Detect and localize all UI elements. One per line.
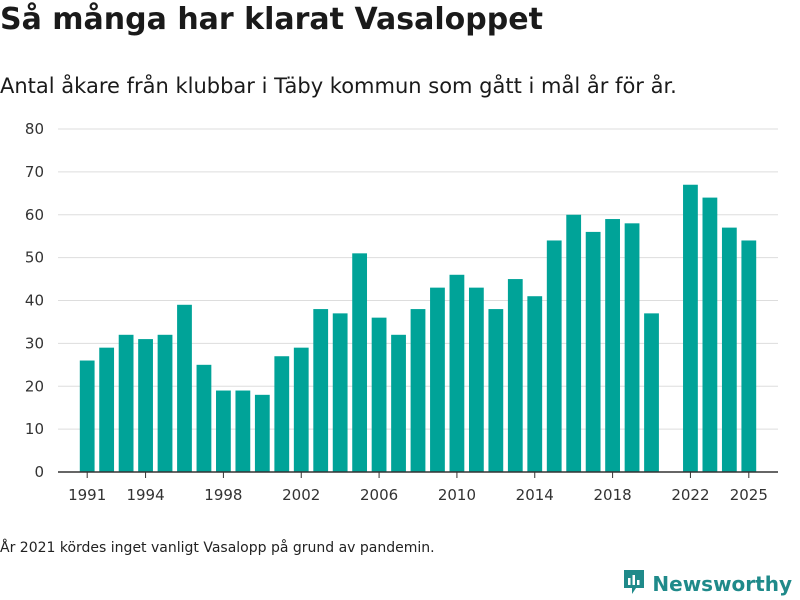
x-tick-label: 2010	[438, 486, 476, 504]
bar-2002	[293, 347, 309, 472]
bar-2011	[468, 287, 484, 472]
x-tick-label: 1994	[126, 486, 164, 504]
bar-2014	[527, 296, 543, 472]
y-tick-label: 40	[25, 292, 44, 310]
y-tick-label: 60	[25, 206, 44, 224]
bar-2001	[274, 356, 290, 472]
x-tick-label: 1991	[68, 486, 106, 504]
bar-2022	[683, 184, 698, 473]
x-tick-label: 1998	[204, 486, 242, 504]
bar-2024	[721, 227, 737, 472]
y-tick-label: 0	[34, 463, 44, 481]
bar-1998	[216, 390, 231, 472]
bar-2005	[352, 253, 368, 472]
bar-2013	[507, 279, 523, 472]
y-tick-label: 50	[25, 249, 44, 267]
y-axis-ticks: 0 10 20 30 40 50 60 70 80	[25, 120, 44, 481]
bar-1991	[79, 360, 95, 472]
bar-2007	[391, 334, 406, 472]
y-tick-label: 10	[25, 420, 44, 438]
bar-1993	[118, 334, 134, 472]
bar-1994	[138, 339, 153, 472]
x-tick-label: 2002	[282, 486, 320, 504]
y-tick-label: 30	[25, 334, 44, 352]
bar-1999	[235, 390, 251, 472]
y-tick-label: 80	[25, 120, 44, 138]
bar-1997	[196, 364, 212, 472]
bar-2003	[313, 309, 329, 472]
bar-2012	[488, 309, 504, 472]
x-tick-label: 2018	[594, 486, 632, 504]
bar-2010	[449, 274, 465, 472]
y-tick-label: 20	[25, 377, 44, 395]
brand: Newsworthy	[622, 568, 792, 600]
bar-2006	[371, 317, 387, 472]
x-tick-label: 2014	[516, 486, 554, 504]
footnote: År 2021 kördes inget vanligt Vasalopp på…	[0, 540, 435, 556]
bar-2017	[585, 231, 601, 472]
brand-name: Newsworthy	[652, 572, 792, 596]
bar-2025	[741, 240, 757, 472]
bar-2019	[624, 223, 640, 472]
chart-subtitle: Antal åkare från klubbar i Täby kommun s…	[0, 74, 677, 98]
bar-2004	[332, 313, 348, 472]
x-tick-label: 2006	[360, 486, 398, 504]
bars	[79, 184, 757, 473]
bar-2015	[546, 240, 562, 472]
x-tick-label: 2025	[730, 486, 768, 504]
y-tick-label: 70	[25, 163, 44, 181]
x-axis-ticks: 1991 1994 1998 2002 2006 2010 2014 2018 2022 2025	[68, 472, 768, 504]
bar-2009	[430, 287, 445, 472]
bar-2008	[410, 309, 426, 472]
bar-1995	[157, 334, 173, 472]
newsworthy-logo-icon	[622, 568, 646, 600]
bar-2023	[702, 197, 718, 472]
bar-2016	[566, 214, 582, 472]
bar-2020	[644, 313, 659, 472]
chart-title: Så många har klarat Vasaloppet	[0, 2, 543, 37]
bar-2000	[254, 394, 270, 472]
bar-1992	[99, 347, 115, 472]
bar-1996	[177, 304, 192, 472]
bar-2018	[605, 219, 620, 472]
x-tick-label: 2022	[671, 486, 709, 504]
